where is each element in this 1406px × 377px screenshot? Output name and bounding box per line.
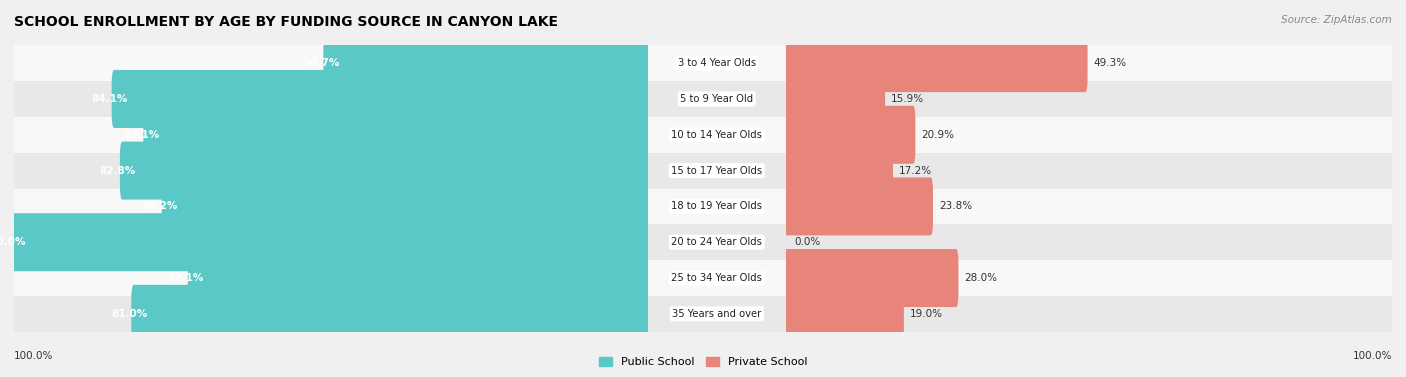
FancyBboxPatch shape xyxy=(783,142,893,199)
FancyBboxPatch shape xyxy=(786,45,1392,81)
FancyBboxPatch shape xyxy=(786,224,1392,260)
FancyBboxPatch shape xyxy=(648,296,786,332)
FancyBboxPatch shape xyxy=(111,70,651,128)
Text: 15.9%: 15.9% xyxy=(891,94,924,104)
FancyBboxPatch shape xyxy=(786,153,1392,188)
FancyBboxPatch shape xyxy=(143,106,651,164)
FancyBboxPatch shape xyxy=(323,34,651,92)
Text: 3 to 4 Year Olds: 3 to 4 Year Olds xyxy=(678,58,756,68)
FancyBboxPatch shape xyxy=(14,117,648,153)
Text: 10 to 14 Year Olds: 10 to 14 Year Olds xyxy=(671,130,762,140)
FancyBboxPatch shape xyxy=(783,106,915,164)
FancyBboxPatch shape xyxy=(131,285,651,343)
FancyBboxPatch shape xyxy=(14,45,648,81)
Text: 28.0%: 28.0% xyxy=(965,273,997,283)
Text: SCHOOL ENROLLMENT BY AGE BY FUNDING SOURCE IN CANYON LAKE: SCHOOL ENROLLMENT BY AGE BY FUNDING SOUR… xyxy=(14,15,558,29)
Text: 49.3%: 49.3% xyxy=(1094,58,1126,68)
FancyBboxPatch shape xyxy=(786,260,1392,296)
FancyBboxPatch shape xyxy=(783,178,934,235)
FancyBboxPatch shape xyxy=(14,188,648,224)
Text: 82.8%: 82.8% xyxy=(100,166,136,176)
FancyBboxPatch shape xyxy=(188,249,651,307)
FancyBboxPatch shape xyxy=(14,296,648,332)
FancyBboxPatch shape xyxy=(786,81,1392,117)
Legend: Public School, Private School: Public School, Private School xyxy=(595,352,811,371)
FancyBboxPatch shape xyxy=(11,213,651,271)
Text: 79.1%: 79.1% xyxy=(122,130,159,140)
Text: 20 to 24 Year Olds: 20 to 24 Year Olds xyxy=(671,237,762,247)
Text: 25 to 34 Year Olds: 25 to 34 Year Olds xyxy=(671,273,762,283)
Text: 50.7%: 50.7% xyxy=(302,58,339,68)
Text: 19.0%: 19.0% xyxy=(910,309,943,319)
Text: 84.1%: 84.1% xyxy=(91,94,128,104)
FancyBboxPatch shape xyxy=(783,34,1088,92)
FancyBboxPatch shape xyxy=(120,142,651,199)
Text: 81.0%: 81.0% xyxy=(111,309,148,319)
Text: 18 to 19 Year Olds: 18 to 19 Year Olds xyxy=(671,201,762,211)
FancyBboxPatch shape xyxy=(648,188,786,224)
FancyBboxPatch shape xyxy=(783,70,886,128)
FancyBboxPatch shape xyxy=(14,153,648,188)
FancyBboxPatch shape xyxy=(786,296,1392,332)
Text: 23.8%: 23.8% xyxy=(939,201,972,211)
Text: 72.1%: 72.1% xyxy=(167,273,204,283)
FancyBboxPatch shape xyxy=(14,81,648,117)
Text: 76.2%: 76.2% xyxy=(141,201,177,211)
FancyBboxPatch shape xyxy=(786,188,1392,224)
FancyBboxPatch shape xyxy=(648,153,786,188)
Text: 5 to 9 Year Old: 5 to 9 Year Old xyxy=(681,94,754,104)
Text: 0.0%: 0.0% xyxy=(794,237,821,247)
Text: 100.0%: 100.0% xyxy=(0,237,27,247)
Text: Source: ZipAtlas.com: Source: ZipAtlas.com xyxy=(1281,15,1392,25)
FancyBboxPatch shape xyxy=(783,249,959,307)
FancyBboxPatch shape xyxy=(14,260,648,296)
Text: 100.0%: 100.0% xyxy=(1353,351,1392,361)
FancyBboxPatch shape xyxy=(648,81,786,117)
FancyBboxPatch shape xyxy=(14,224,648,260)
FancyBboxPatch shape xyxy=(783,285,904,343)
FancyBboxPatch shape xyxy=(648,45,786,81)
Text: 35 Years and over: 35 Years and over xyxy=(672,309,762,319)
FancyBboxPatch shape xyxy=(648,117,786,153)
FancyBboxPatch shape xyxy=(162,178,651,235)
Text: 15 to 17 Year Olds: 15 to 17 Year Olds xyxy=(671,166,762,176)
FancyBboxPatch shape xyxy=(786,117,1392,153)
FancyBboxPatch shape xyxy=(648,224,786,260)
Text: 17.2%: 17.2% xyxy=(898,166,932,176)
FancyBboxPatch shape xyxy=(648,260,786,296)
Text: 100.0%: 100.0% xyxy=(14,351,53,361)
Text: 20.9%: 20.9% xyxy=(921,130,955,140)
